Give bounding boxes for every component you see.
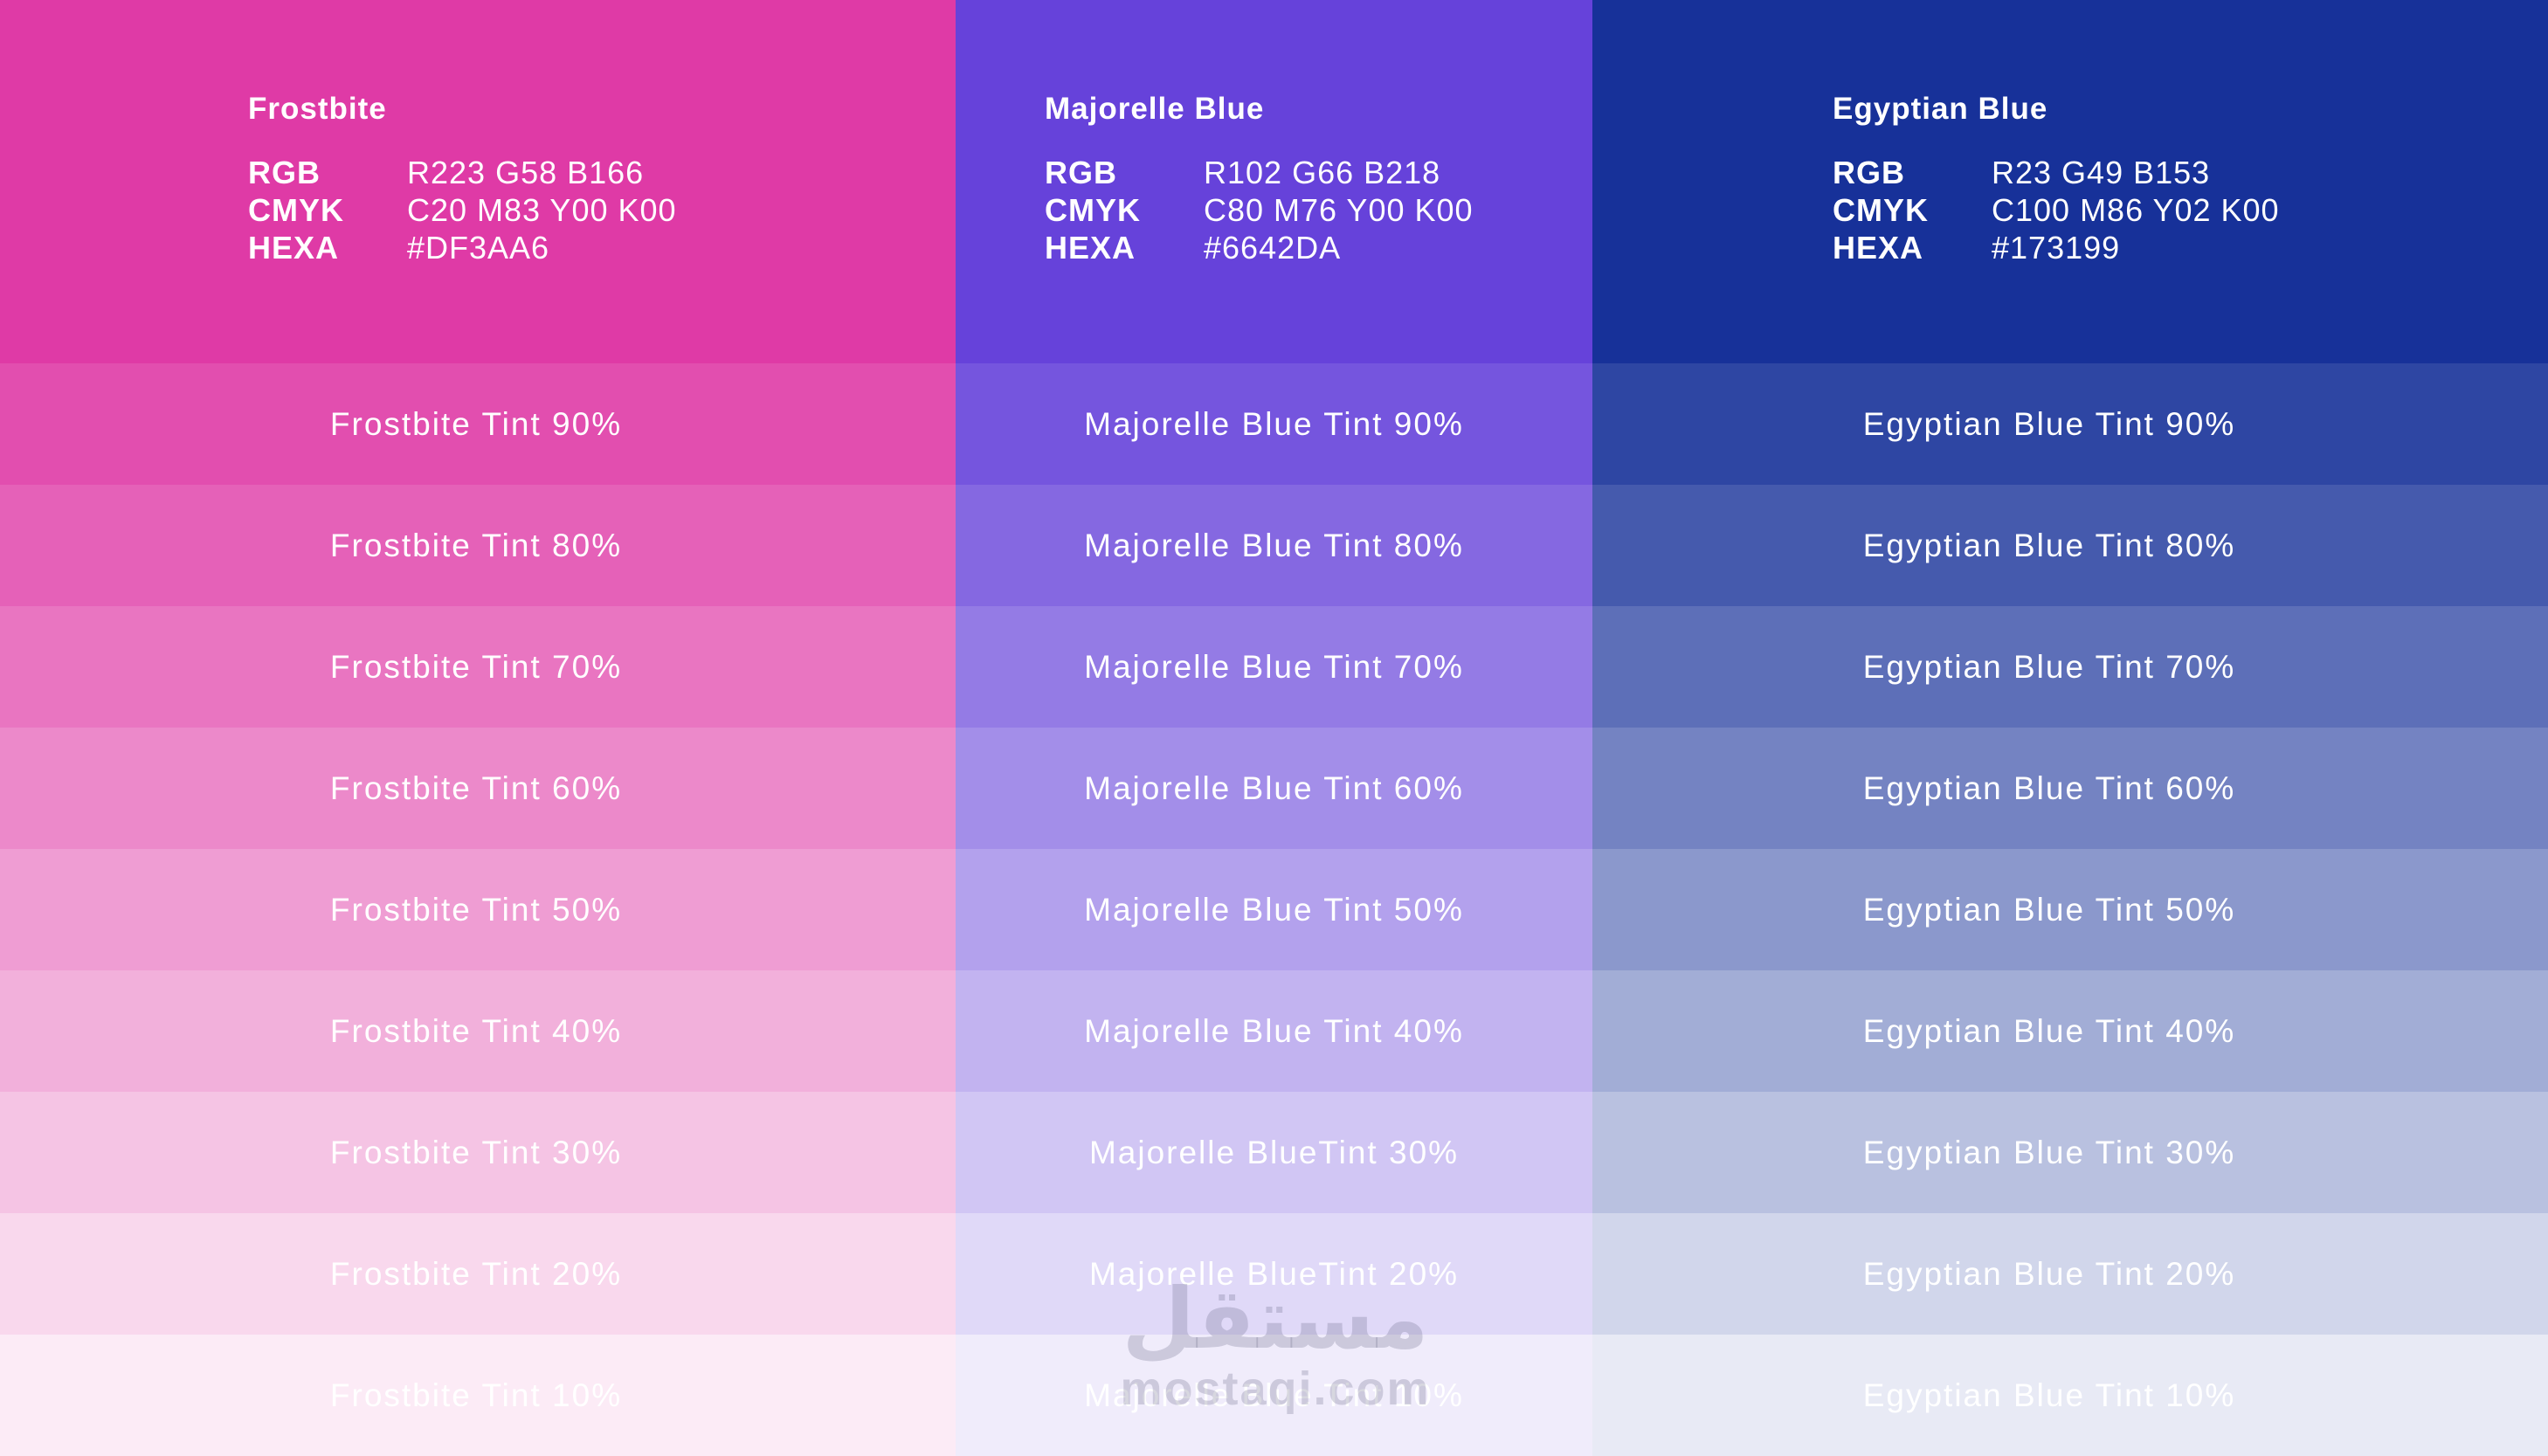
color-column-egyptian-blue: Egyptian Blue RGB R23 G49 B153 CMYK C100… <box>1592 0 2548 1456</box>
color-name: Majorelle Blue <box>1045 92 1265 126</box>
tint-swatch: Frostbite Tint 70% <box>0 606 956 728</box>
tint-label: Egyptian Blue Tint 80% <box>1862 527 2236 563</box>
tint-swatch: Egyptian Blue Tint 50% <box>1592 849 2548 970</box>
color-info: Majorelle Blue RGB R102 G66 B218 CMYK C8… <box>1045 91 1474 266</box>
tint-swatch: Majorelle BlueTint 30% <box>956 1092 1592 1213</box>
tint-label: Frostbite Tint 10% <box>329 1377 623 1413</box>
tint-label: Egyptian Blue Tint 70% <box>1862 648 2236 685</box>
tint-swatch: Egyptian Blue Tint 40% <box>1592 970 2548 1092</box>
tint-swatch: Frostbite Tint 80% <box>0 485 956 606</box>
tint-swatch: Egyptian Blue Tint 30% <box>1592 1092 2548 1213</box>
tint-swatch: Majorelle Blue Tint 60% <box>956 728 1592 849</box>
color-column-majorelle-blue: Majorelle Blue RGB R102 G66 B218 CMYK C8… <box>956 0 1592 1456</box>
tint-label: Egyptian Blue Tint 10% <box>1862 1377 2236 1413</box>
cmyk-value: C80 M76 Y00 K00 <box>1204 192 1474 228</box>
color-info: Frostbite RGB R223 G58 B166 CMYK C20 M83… <box>248 91 677 266</box>
tint-label: Majorelle Blue Tint 10% <box>1084 1377 1464 1413</box>
cmyk-value: C100 M86 Y02 K00 <box>1992 192 2280 228</box>
tint-label: Frostbite Tint 30% <box>329 1134 623 1170</box>
hexa-value: #173199 <box>1992 230 2121 266</box>
tint-label: Egyptian Blue Tint 20% <box>1862 1255 2236 1292</box>
hexa-value: #6642DA <box>1204 230 1342 266</box>
rgb-label: RGB <box>1045 155 1117 190</box>
tint-swatch: Majorelle Blue Tint 70% <box>956 606 1592 728</box>
tint-label: Majorelle BlueTint 20% <box>1088 1255 1460 1292</box>
hexa-label: HEXA <box>1045 230 1136 266</box>
tint-swatch: Majorelle Blue Tint 10% <box>956 1335 1592 1456</box>
tint-swatch: Majorelle Blue Tint 90% <box>956 363 1592 485</box>
color-name: Frostbite <box>248 92 387 126</box>
rgb-value: R102 G66 B218 <box>1204 155 1441 190</box>
tint-swatch: Frostbite Tint 60% <box>0 728 956 849</box>
cmyk-row: CMYK C100 M86 Y02 K00 <box>1833 191 2280 229</box>
rgb-row: RGB R23 G49 B153 <box>1833 154 2280 191</box>
tint-label: Majorelle Blue Tint 80% <box>1084 527 1464 563</box>
color-info: Egyptian Blue RGB R23 G49 B153 CMYK C100… <box>1833 91 2280 266</box>
tint-label: Majorelle Blue Tint 60% <box>1084 769 1464 806</box>
hexa-row: HEXA #173199 <box>1833 229 2280 266</box>
rgb-value: R23 G49 B153 <box>1992 155 2211 190</box>
rgb-label: RGB <box>248 155 321 190</box>
tint-label: Egyptian Blue Tint 50% <box>1862 891 2236 928</box>
cmyk-row: CMYK C80 M76 Y00 K00 <box>1045 191 1474 229</box>
tint-swatch: Frostbite Tint 10% <box>0 1335 956 1456</box>
cmyk-label: CMYK <box>1045 192 1141 228</box>
tint-label: Frostbite Tint 20% <box>329 1255 623 1292</box>
tint-swatch: Egyptian Blue Tint 60% <box>1592 728 2548 849</box>
tint-swatch: Egyptian Blue Tint 10% <box>1592 1335 2548 1456</box>
rgb-label: RGB <box>1833 155 1905 190</box>
tint-label: Frostbite Tint 80% <box>329 527 623 563</box>
tint-swatch: Majorelle BlueTint 20% <box>956 1213 1592 1335</box>
rgb-value: R223 G58 B166 <box>407 155 645 190</box>
tint-swatch: Majorelle Blue Tint 40% <box>956 970 1592 1092</box>
tint-swatch: Frostbite Tint 90% <box>0 363 956 485</box>
tint-swatch: Frostbite Tint 20% <box>0 1213 956 1335</box>
tint-label: Egyptian Blue Tint 90% <box>1862 405 2236 442</box>
tint-swatch: Frostbite Tint 40% <box>0 970 956 1092</box>
tint-swatch: Egyptian Blue Tint 20% <box>1592 1213 2548 1335</box>
color-swatch-header: Frostbite RGB R223 G58 B166 CMYK C20 M83… <box>0 0 956 363</box>
color-swatch-header: Egyptian Blue RGB R23 G49 B153 CMYK C100… <box>1592 0 2548 363</box>
rgb-row: RGB R223 G58 B166 <box>248 154 677 191</box>
cmyk-label: CMYK <box>248 192 344 228</box>
tint-swatch: Majorelle Blue Tint 80% <box>956 485 1592 606</box>
tint-swatch: Majorelle Blue Tint 50% <box>956 849 1592 970</box>
tint-swatch: Frostbite Tint 30% <box>0 1092 956 1213</box>
tint-label: Majorelle Blue Tint 70% <box>1084 648 1464 685</box>
tint-label: Egyptian Blue Tint 40% <box>1862 1012 2236 1049</box>
tint-swatch: Frostbite Tint 50% <box>0 849 956 970</box>
hexa-row: HEXA #6642DA <box>1045 229 1474 266</box>
tint-label: Majorelle Blue Tint 50% <box>1084 891 1464 928</box>
tint-label: Egyptian Blue Tint 30% <box>1862 1134 2236 1170</box>
tint-label: Frostbite Tint 50% <box>329 891 623 928</box>
tint-swatch: Egyptian Blue Tint 90% <box>1592 363 2548 485</box>
tint-swatch: Egyptian Blue Tint 70% <box>1592 606 2548 728</box>
cmyk-value: C20 M83 Y00 K00 <box>407 192 677 228</box>
tint-label: Frostbite Tint 40% <box>329 1012 623 1049</box>
cmyk-row: CMYK C20 M83 Y00 K00 <box>248 191 677 229</box>
hexa-label: HEXA <box>1833 230 1924 266</box>
color-name: Egyptian Blue <box>1833 92 2048 126</box>
cmyk-label: CMYK <box>1833 192 1929 228</box>
color-swatch-header: Majorelle Blue RGB R102 G66 B218 CMYK C8… <box>956 0 1592 363</box>
hexa-row: HEXA #DF3AA6 <box>248 229 677 266</box>
hexa-value: #DF3AA6 <box>407 230 550 266</box>
tint-label: Frostbite Tint 60% <box>329 769 623 806</box>
tint-label: Majorelle BlueTint 30% <box>1088 1134 1460 1170</box>
tint-label: Egyptian Blue Tint 60% <box>1862 769 2236 806</box>
tint-label: Frostbite Tint 70% <box>329 648 623 685</box>
hexa-label: HEXA <box>248 230 340 266</box>
tint-label: Majorelle Blue Tint 90% <box>1084 405 1464 442</box>
color-column-frostbite: Frostbite RGB R223 G58 B166 CMYK C20 M83… <box>0 0 956 1456</box>
tint-label: Frostbite Tint 90% <box>329 405 623 442</box>
rgb-row: RGB R102 G66 B218 <box>1045 154 1474 191</box>
tint-label: Majorelle Blue Tint 40% <box>1084 1012 1464 1049</box>
tint-swatch: Egyptian Blue Tint 80% <box>1592 485 2548 606</box>
